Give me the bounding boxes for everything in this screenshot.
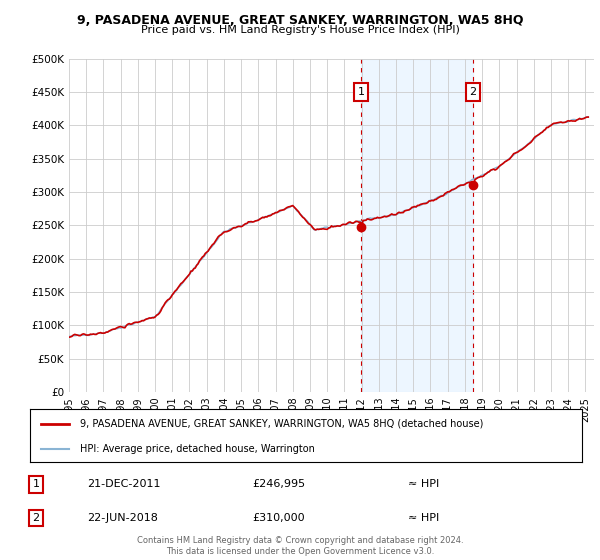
Text: 9, PASADENA AVENUE, GREAT SANKEY, WARRINGTON, WA5 8HQ: 9, PASADENA AVENUE, GREAT SANKEY, WARRIN… (77, 14, 523, 27)
Text: 22-JUN-2018: 22-JUN-2018 (87, 513, 158, 523)
Bar (361, 59, 473, 392)
Text: £246,995: £246,995 (252, 479, 305, 489)
Text: £310,000: £310,000 (252, 513, 305, 523)
Text: 2: 2 (469, 87, 476, 97)
Text: HPI: Average price, detached house, Warrington: HPI: Average price, detached house, Warr… (80, 444, 314, 454)
Text: 2: 2 (32, 513, 40, 523)
Text: ≈ HPI: ≈ HPI (408, 513, 439, 523)
Text: 9, PASADENA AVENUE, GREAT SANKEY, WARRINGTON, WA5 8HQ (detached house): 9, PASADENA AVENUE, GREAT SANKEY, WARRIN… (80, 419, 483, 429)
Text: 1: 1 (32, 479, 40, 489)
Text: Contains HM Land Registry data © Crown copyright and database right 2024.
This d: Contains HM Land Registry data © Crown c… (137, 536, 463, 556)
Text: ≈ HPI: ≈ HPI (408, 479, 439, 489)
Text: 1: 1 (358, 87, 365, 97)
Text: 21-DEC-2011: 21-DEC-2011 (87, 479, 161, 489)
Text: Price paid vs. HM Land Registry's House Price Index (HPI): Price paid vs. HM Land Registry's House … (140, 25, 460, 35)
